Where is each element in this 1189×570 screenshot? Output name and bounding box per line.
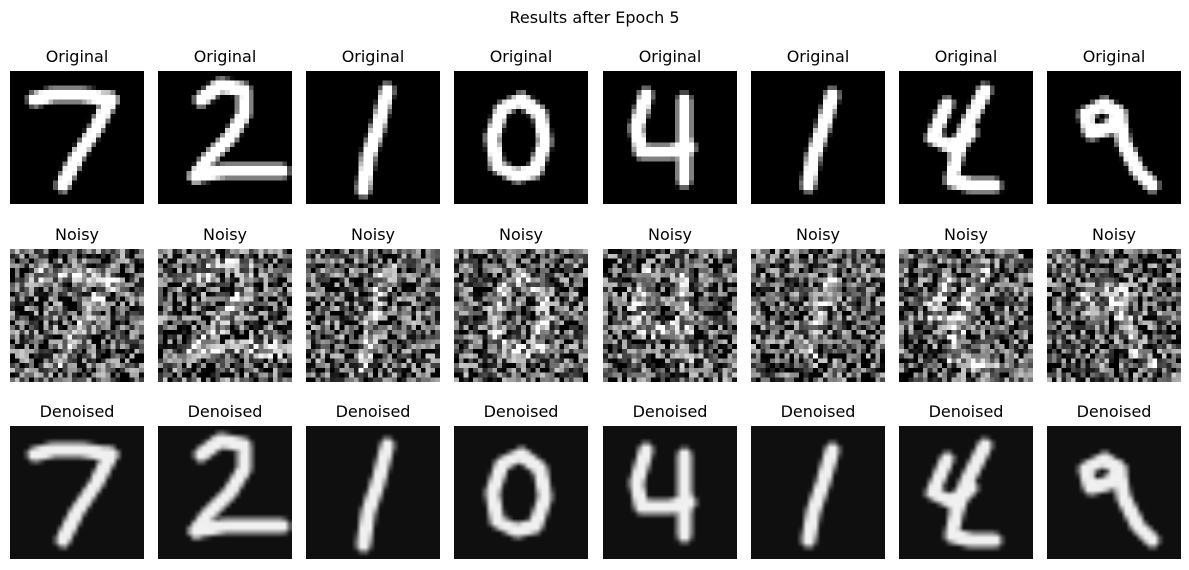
original-image-digit-9-col8 [1047,71,1181,204]
original-image-canvas [158,71,292,204]
noisy-image-canvas [306,249,440,382]
denoised-image-digit-4-col5 [603,426,737,559]
denoised-image-canvas [10,426,144,559]
denoised-image-digit-1-col3 [306,426,440,559]
panel-title-original-6: Original [786,47,850,66]
denoised-image-digit-9-col8 [1047,426,1181,559]
panel-title-noisy-7: Noisy [943,225,988,244]
panel-title-noisy-2: Noisy [202,225,247,244]
panel-title-original-1: Original [45,47,109,66]
original-image-canvas [603,71,737,204]
panel-title-denoised-1: Denoised [39,402,115,421]
panel-title-denoised-8: Denoised [1076,402,1152,421]
panel-title-denoised-7: Denoised [928,402,1004,421]
noisy-image-digit-1-col6 [751,249,885,382]
figure-title: Results after Epoch 5 [509,8,680,27]
noisy-image-digit-2-col2 [158,249,292,382]
denoised-image-canvas [1047,426,1181,559]
panel-title-original-7: Original [934,47,998,66]
denoised-image-digit-7-col1 [10,426,144,559]
panel-title-noisy-4: Noisy [498,225,543,244]
noisy-image-canvas [751,249,885,382]
panel-title-denoised-6: Denoised [780,402,856,421]
panel-title-denoised-3: Denoised [335,402,411,421]
original-image-digit-0-col4 [454,71,588,204]
panel-title-denoised-2: Denoised [187,402,263,421]
original-image-digit-1-col3 [306,71,440,204]
noisy-image-canvas [158,249,292,382]
original-image-digit-7-col1 [10,71,144,204]
noisy-image-canvas [1047,249,1181,382]
denoised-image-digit-2-col2 [158,426,292,559]
panel-title-original-4: Original [489,47,553,66]
noisy-image-digit-0-col4 [454,249,588,382]
noisy-image-canvas [10,249,144,382]
denoised-image-digit-0-col4 [454,426,588,559]
noisy-image-digit-4-col5 [603,249,737,382]
panel-title-noisy-1: Noisy [54,225,99,244]
panel-title-noisy-5: Noisy [647,225,692,244]
noisy-image-digit-1-col3 [306,249,440,382]
original-image-digit-4-col7 [899,71,1033,204]
original-image-canvas [306,71,440,204]
noisy-image-digit-7-col1 [10,249,144,382]
noisy-image-canvas [603,249,737,382]
panel-title-original-3: Original [341,47,405,66]
denoised-image-digit-4-col7 [899,426,1033,559]
original-image-canvas [454,71,588,204]
denoised-image-canvas [158,426,292,559]
panel-title-noisy-3: Noisy [350,225,395,244]
original-image-digit-2-col2 [158,71,292,204]
panel-title-noisy-8: Noisy [1091,225,1136,244]
noisy-image-digit-9-col8 [1047,249,1181,382]
denoised-image-canvas [751,426,885,559]
denoised-image-canvas [454,426,588,559]
noisy-image-digit-4-col7 [899,249,1033,382]
panel-title-noisy-6: Noisy [795,225,840,244]
panel-title-original-5: Original [638,47,702,66]
noisy-image-canvas [899,249,1033,382]
denoised-image-canvas [603,426,737,559]
denoised-image-canvas [306,426,440,559]
panel-title-denoised-5: Denoised [632,402,708,421]
panel-title-original-2: Original [193,47,257,66]
original-image-canvas [10,71,144,204]
original-image-digit-1-col6 [751,71,885,204]
panel-title-denoised-4: Denoised [483,402,559,421]
original-image-canvas [899,71,1033,204]
denoised-image-digit-1-col6 [751,426,885,559]
original-image-canvas [1047,71,1181,204]
original-image-digit-4-col5 [603,71,737,204]
denoised-image-canvas [899,426,1033,559]
noisy-image-canvas [454,249,588,382]
panel-title-original-8: Original [1082,47,1146,66]
original-image-canvas [751,71,885,204]
